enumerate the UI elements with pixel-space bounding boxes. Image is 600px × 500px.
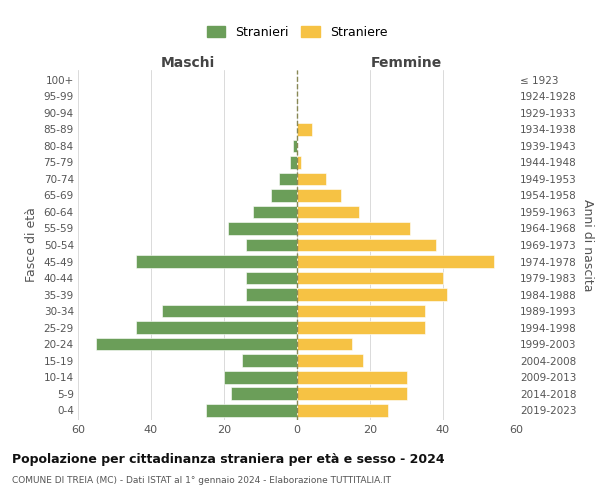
Bar <box>297 189 341 202</box>
Bar <box>297 387 407 400</box>
Bar <box>242 354 297 367</box>
Bar <box>297 272 443 284</box>
Bar <box>136 321 297 334</box>
Bar <box>136 255 297 268</box>
Bar <box>279 172 297 186</box>
Bar <box>297 370 407 384</box>
Y-axis label: Anni di nascita: Anni di nascita <box>581 198 593 291</box>
Bar <box>224 370 297 384</box>
Bar <box>96 338 297 350</box>
Bar <box>297 304 425 318</box>
Bar <box>232 387 297 400</box>
Bar <box>297 321 425 334</box>
Bar <box>227 222 297 235</box>
Legend: Stranieri, Straniere: Stranieri, Straniere <box>202 21 392 44</box>
Text: Femmine: Femmine <box>371 56 442 70</box>
Bar <box>297 123 311 136</box>
Bar <box>297 222 410 235</box>
Bar <box>206 404 297 416</box>
Bar <box>246 238 297 252</box>
Bar <box>297 354 362 367</box>
Bar <box>297 255 494 268</box>
Bar <box>297 238 436 252</box>
Bar <box>246 272 297 284</box>
Bar <box>297 206 359 218</box>
Text: Popolazione per cittadinanza straniera per età e sesso - 2024: Popolazione per cittadinanza straniera p… <box>12 452 445 466</box>
Y-axis label: Fasce di età: Fasce di età <box>25 208 38 282</box>
Bar <box>293 140 297 152</box>
Bar <box>297 156 301 169</box>
Text: COMUNE DI TREIA (MC) - Dati ISTAT al 1° gennaio 2024 - Elaborazione TUTTITALIA.I: COMUNE DI TREIA (MC) - Dati ISTAT al 1° … <box>12 476 391 485</box>
Bar <box>297 288 446 301</box>
Bar <box>271 189 297 202</box>
Text: Maschi: Maschi <box>160 56 215 70</box>
Bar <box>246 288 297 301</box>
Bar <box>297 172 326 186</box>
Bar <box>297 338 352 350</box>
Bar <box>253 206 297 218</box>
Bar <box>297 404 388 416</box>
Bar <box>162 304 297 318</box>
Bar <box>290 156 297 169</box>
